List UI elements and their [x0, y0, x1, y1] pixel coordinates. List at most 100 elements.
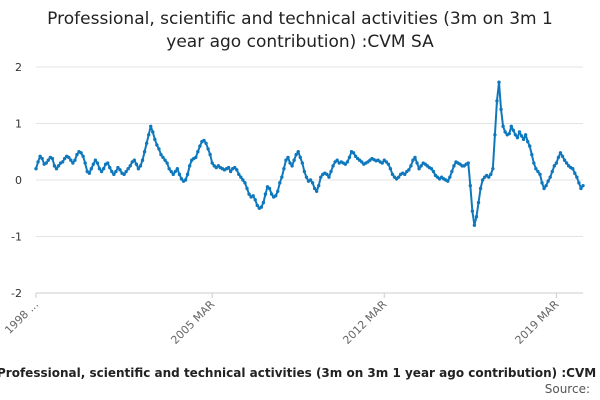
data-point — [226, 165, 231, 170]
data-point — [560, 154, 565, 158]
data-point — [501, 124, 505, 129]
data-point — [259, 205, 264, 209]
data-point — [548, 175, 552, 179]
data-point — [448, 175, 452, 179]
data-point — [34, 167, 38, 171]
data-point — [89, 167, 94, 171]
data-point — [476, 200, 481, 205]
data-point — [36, 160, 40, 164]
data-point — [159, 152, 163, 157]
data-point — [110, 169, 114, 174]
data-point — [69, 158, 73, 162]
data-point — [233, 165, 237, 170]
data-point — [517, 130, 522, 134]
data-point — [241, 178, 245, 182]
data-point — [497, 80, 501, 84]
data-point — [335, 158, 339, 162]
data-point — [286, 155, 290, 160]
x-tick-label: 2005 MAR — [168, 298, 217, 347]
data-point — [450, 169, 454, 174]
data-point — [62, 156, 67, 161]
series-line-group — [34, 80, 585, 227]
data-point — [345, 160, 350, 164]
data-point — [67, 155, 71, 160]
data-point — [228, 169, 233, 174]
x-tick-label: 2012 MAR — [340, 298, 389, 347]
data-point — [571, 167, 575, 171]
data-point — [185, 172, 190, 177]
data-point — [163, 158, 167, 162]
data-point — [208, 152, 212, 157]
data-point — [390, 172, 395, 177]
data-point — [44, 161, 48, 165]
data-point — [493, 133, 497, 137]
data-point — [146, 133, 151, 137]
data-point — [263, 192, 268, 196]
data-point — [106, 161, 110, 165]
data-point — [81, 154, 85, 158]
data-point — [491, 167, 495, 171]
data-point — [282, 167, 286, 171]
data-point — [351, 151, 356, 155]
data-point — [204, 141, 208, 145]
data-point — [499, 107, 503, 112]
data-point — [155, 143, 159, 147]
data-point — [237, 172, 241, 177]
data-point — [124, 169, 128, 174]
data-point — [276, 189, 280, 193]
data-point — [101, 167, 106, 171]
data-point — [329, 169, 333, 174]
data-point — [122, 172, 126, 177]
data-point — [300, 161, 305, 165]
data-point — [317, 183, 321, 188]
data-point — [95, 161, 100, 165]
data-point — [79, 151, 83, 155]
data-point — [280, 175, 284, 179]
data-point — [157, 147, 161, 151]
data-point — [528, 144, 532, 148]
data-point — [292, 158, 296, 162]
y-tick-label: -1 — [11, 231, 22, 244]
data-point — [73, 158, 77, 162]
data-point — [534, 167, 538, 171]
data-point — [579, 186, 583, 191]
data-point — [513, 133, 518, 137]
data-point — [327, 175, 331, 179]
data-point — [97, 167, 102, 171]
data-point — [470, 209, 475, 213]
data-point — [46, 158, 50, 162]
data-point — [495, 99, 499, 103]
data-point — [536, 169, 540, 174]
data-point — [509, 124, 513, 129]
data-point — [319, 175, 323, 179]
data-point — [466, 161, 470, 165]
data-point — [521, 137, 526, 142]
data-point — [114, 169, 118, 174]
data-point — [294, 152, 298, 157]
data-point — [132, 158, 137, 162]
data-point — [480, 178, 485, 182]
series-line — [35, 81, 584, 227]
data-point — [515, 135, 520, 140]
data-point — [530, 152, 534, 157]
data-point — [411, 158, 415, 162]
data-point — [177, 172, 182, 177]
data-point — [386, 162, 391, 166]
data-point — [255, 203, 259, 208]
data-point — [468, 183, 473, 188]
data-point — [138, 164, 143, 168]
data-point — [274, 194, 278, 198]
data-point — [538, 172, 542, 177]
data-point — [298, 155, 302, 160]
source-label: Source: — [545, 382, 590, 396]
data-point — [194, 155, 198, 160]
data-point — [210, 161, 214, 165]
y-tick-label: 2 — [15, 61, 22, 74]
data-point — [187, 164, 192, 168]
data-point — [296, 150, 300, 154]
data-point — [179, 177, 184, 181]
data-point — [239, 175, 243, 179]
data-point — [542, 186, 546, 191]
